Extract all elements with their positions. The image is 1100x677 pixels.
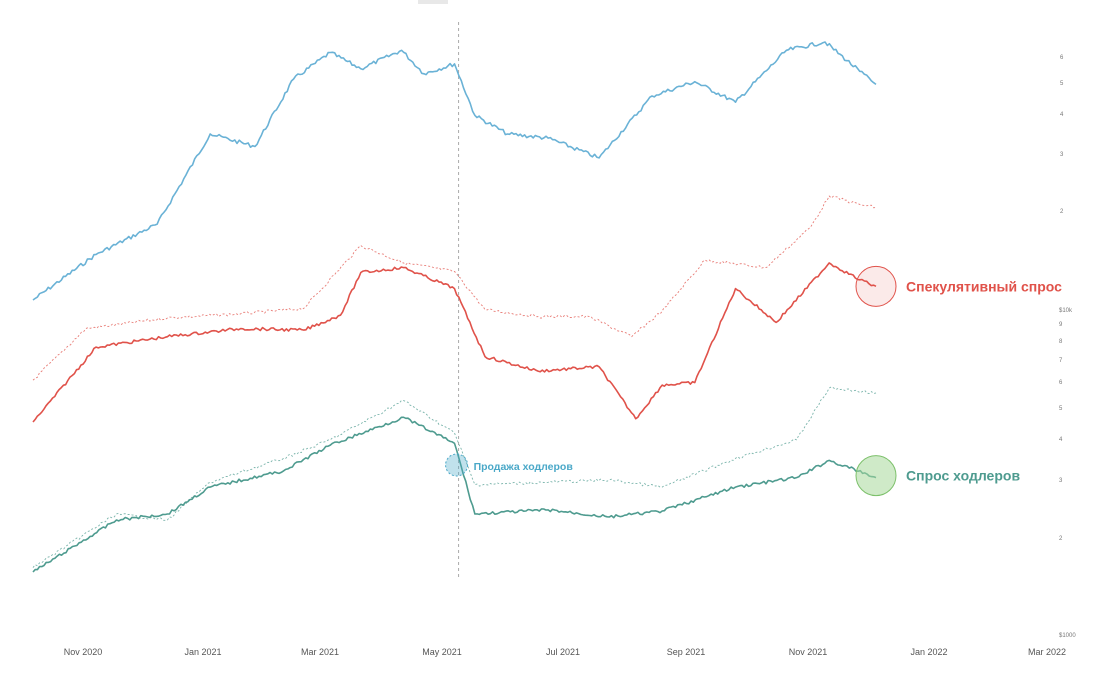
x-tick-label: Jul 2021 [546, 647, 580, 657]
right-tick-label: 4 [1060, 112, 1064, 118]
right-tick-label: 5 [1059, 406, 1063, 412]
series-line-price [32, 41, 877, 301]
series-line-hodler-dashed [32, 386, 877, 568]
right-tick-label: $10k [1059, 308, 1073, 314]
x-tick-label: Jan 2022 [910, 647, 947, 657]
right-tick-label: 2 [1059, 536, 1063, 542]
x-axis-ticks: Nov 2020 Jan 2021 Mar 2021 May 2021 Jul 2021… [64, 647, 1066, 657]
right-tick-label: 3 [1060, 152, 1064, 158]
hodler-label: Спрос ходлеров [906, 468, 1020, 484]
right-tick-label: 6 [1060, 55, 1064, 61]
right-tick-label: $1000 [1059, 633, 1076, 639]
right-tick-label: 2 [1060, 209, 1064, 215]
x-tick-label: Mar 2021 [301, 647, 339, 657]
right-axis-ticks: 6 5 4 3 2 $10k 9 8 7 6 5 4 3 2 $1000 [1059, 55, 1076, 639]
right-tick-label: 9 [1059, 322, 1063, 328]
sell-marker-label: Продажа ходлеров [474, 461, 574, 473]
speculative-end-circle [855, 265, 897, 307]
series-layer [32, 41, 877, 573]
sell-marker-circle [445, 453, 469, 477]
x-tick-label: Nov 2020 [64, 647, 103, 657]
speculative-label: Спекулятивный спрос [906, 278, 1062, 294]
right-tick-label: 7 [1059, 358, 1063, 364]
top-fragment [418, 0, 448, 4]
right-tick-label: 4 [1059, 437, 1063, 443]
hodler-end-circle [855, 455, 897, 497]
series-line-hodler [32, 416, 877, 573]
x-tick-label: Sep 2021 [667, 647, 706, 657]
right-tick-label: 8 [1059, 339, 1063, 345]
x-tick-label: Mar 2022 [1028, 647, 1066, 657]
x-tick-label: Jan 2021 [184, 647, 221, 657]
right-tick-label: 5 [1060, 81, 1064, 87]
x-tick-label: May 2021 [422, 647, 462, 657]
right-tick-label: 6 [1059, 380, 1063, 386]
right-tick-label: 3 [1059, 478, 1063, 484]
x-tick-label: Nov 2021 [789, 647, 828, 657]
series-line-speculative [32, 262, 877, 423]
